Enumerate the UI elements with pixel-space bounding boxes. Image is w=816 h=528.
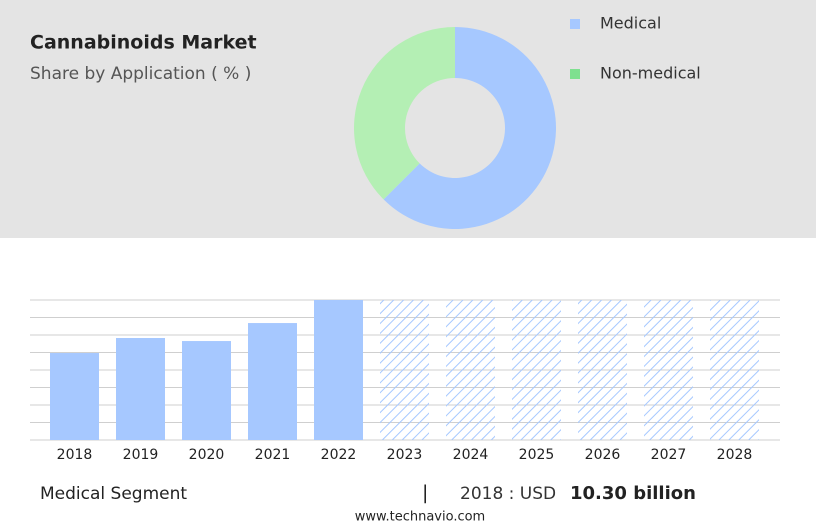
bar: [248, 323, 297, 440]
forecast-placeholder: [512, 300, 561, 440]
donut-slice: [383, 27, 556, 229]
x-tick-label: 2026: [585, 447, 621, 463]
legend-label: Medical: [600, 14, 661, 33]
chart-subtitle: Share by Application ( % ): [30, 64, 251, 84]
forecast-placeholder: [446, 300, 495, 440]
footer-segment: Medical Segment: [40, 484, 187, 504]
legend-swatch: [570, 69, 580, 79]
footer-year: 2018 : USD: [460, 484, 556, 504]
forecast-placeholder: [710, 300, 759, 440]
bar: [314, 300, 363, 440]
x-tick-label: 2027: [651, 447, 687, 463]
x-tick-label: 2028: [717, 447, 753, 463]
x-tick-label: 2025: [519, 447, 555, 463]
bar: [50, 353, 99, 440]
x-tick-label: 2024: [453, 447, 489, 463]
x-tick-label: 2018: [57, 447, 93, 463]
footer-separator: |: [422, 482, 428, 504]
x-tick-label: 2019: [123, 447, 159, 463]
footer-value: 10.30 billion: [570, 483, 696, 504]
x-tick-label: 2020: [189, 447, 225, 463]
legend-swatch: [570, 19, 580, 29]
x-tick-label: 2021: [255, 447, 291, 463]
donut-slice: [353, 27, 455, 200]
bar: [182, 341, 231, 440]
x-tick-label: 2022: [321, 447, 357, 463]
legend-label: Non-medical: [600, 64, 701, 83]
forecast-placeholder: [644, 300, 693, 440]
chart-title: Cannabinoids Market: [30, 32, 257, 54]
source: www.technavio.com: [355, 510, 485, 525]
bar: [116, 337, 165, 440]
forecast-placeholder: [578, 300, 627, 440]
forecast-placeholder: [380, 300, 429, 440]
x-tick-label: 2023: [387, 447, 423, 463]
